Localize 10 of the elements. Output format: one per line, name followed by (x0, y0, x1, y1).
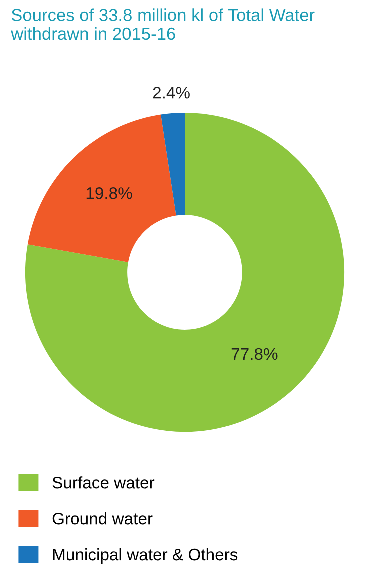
data-label: 2.4% (153, 87, 190, 99)
data-label: 77.8% (232, 348, 278, 360)
legend-label: Surface water (52, 476, 155, 489)
data-label: 19.8% (86, 188, 132, 200)
chart-title: Sources of 33.8 million kl of Total Water withdrawn in 2015-16 (11, 8, 315, 40)
legend-label: Municipal water & Others (53, 548, 238, 564)
donut-slice (161, 112, 185, 216)
donut-slice (25, 112, 345, 432)
donut-slice (28, 114, 176, 262)
legend-label: Ground water (52, 512, 153, 525)
